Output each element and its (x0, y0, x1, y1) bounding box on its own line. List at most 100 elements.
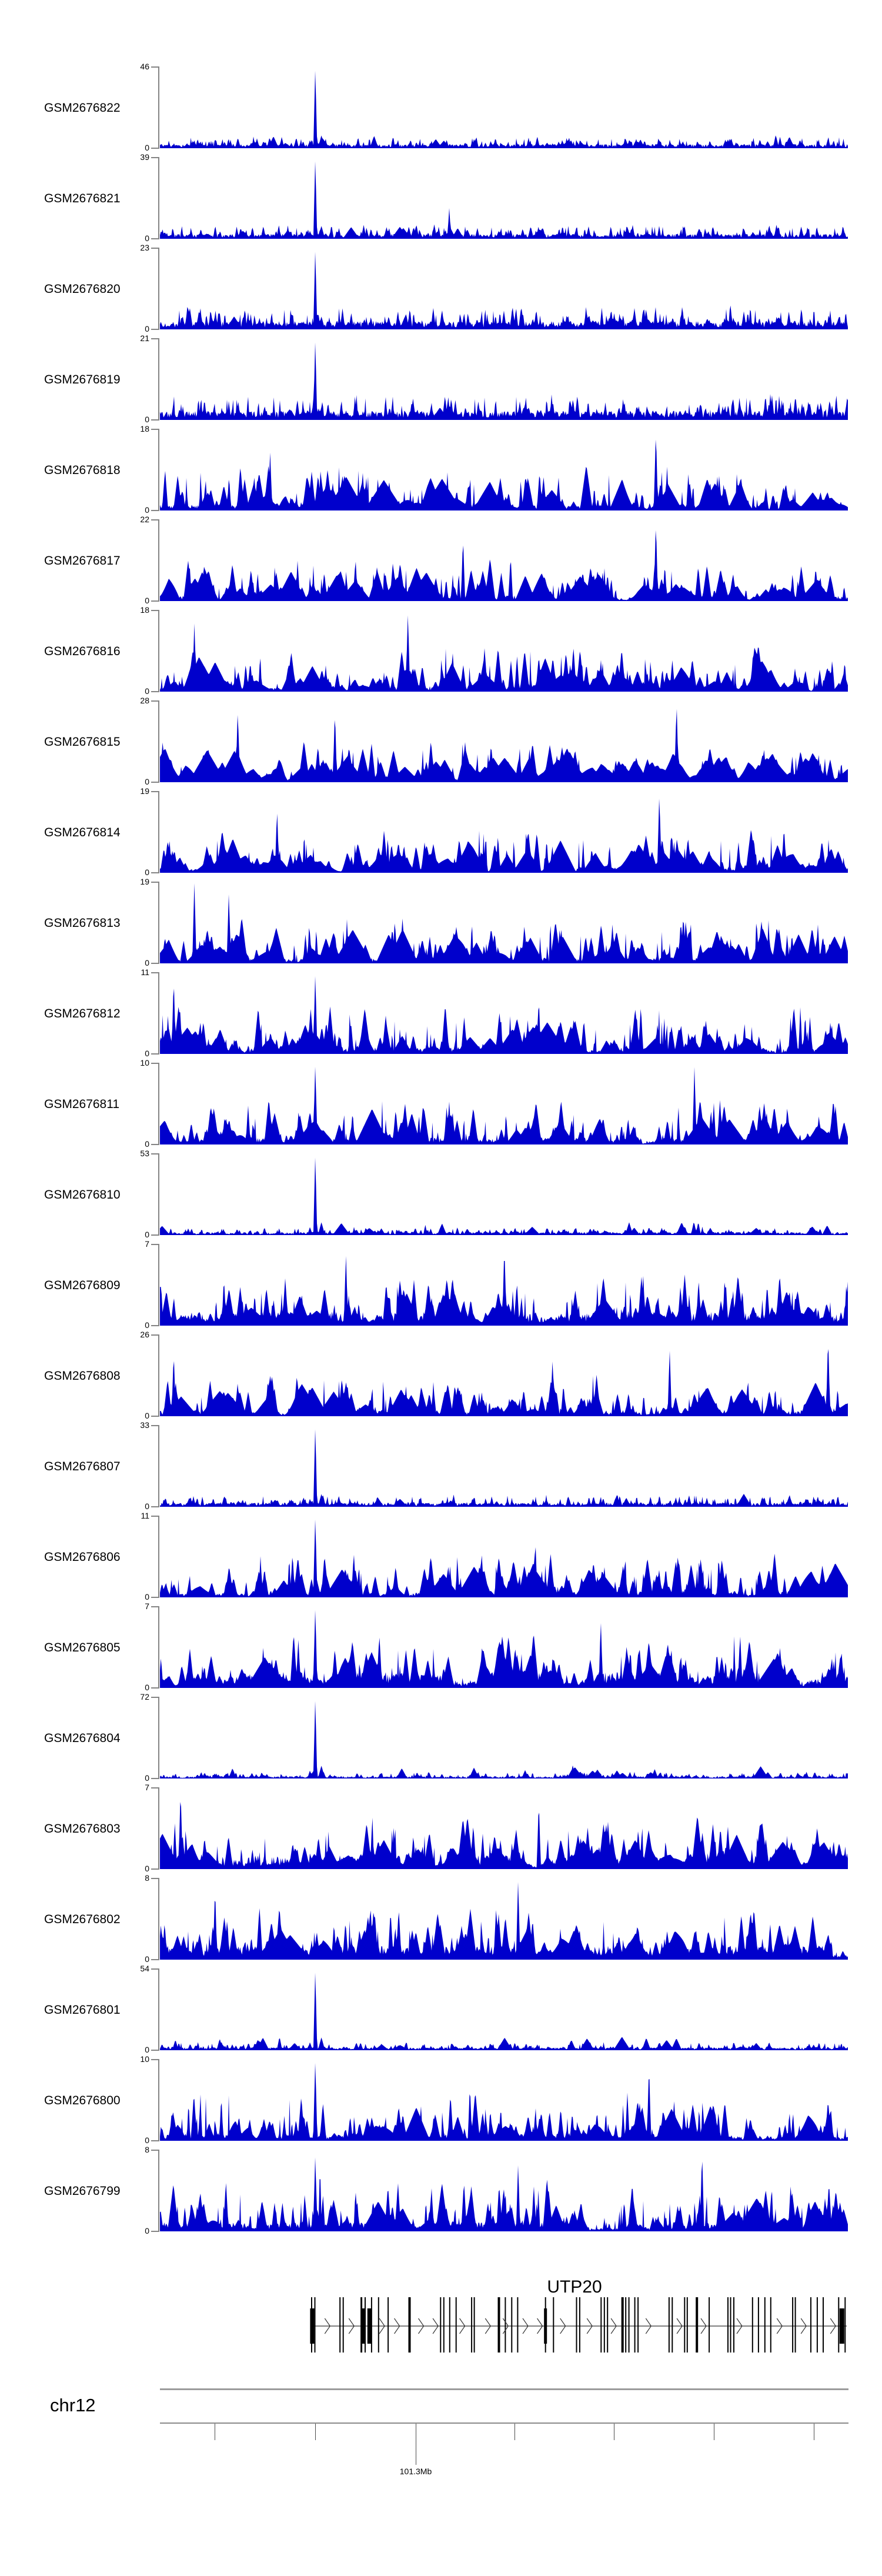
y-axis-max-value: 72 (140, 1692, 149, 1701)
gene-exon (628, 2297, 630, 2353)
y-axis-tick-max (151, 429, 158, 430)
y-axis-zero-value: 0 (145, 1230, 149, 1239)
gene-exon (757, 2297, 759, 2353)
track-sample-label: GSM2676811 (44, 1097, 120, 1111)
track-sample-label: GSM2676818 (44, 463, 121, 477)
y-axis-zero-value: 0 (145, 1592, 149, 1601)
gene-exon (838, 2297, 840, 2353)
y-axis-tick-max (151, 66, 158, 68)
y-axis-zero-value: 0 (145, 324, 149, 333)
gene-exon (839, 2308, 844, 2344)
coverage-signal (160, 1066, 848, 1144)
track-sample-label: GSM2676814 (44, 825, 121, 839)
gene-exon (844, 2297, 846, 2353)
gene-exon (684, 2297, 686, 2353)
signal-area (160, 252, 848, 329)
strand-arrow-icon (776, 2318, 783, 2334)
y-axis-line (158, 700, 159, 783)
track-sample-label: GSM2676807 (44, 1459, 121, 1473)
track-sample-label: GSM2676816 (44, 644, 121, 658)
position-tick-label: 101.3Mb (399, 2467, 432, 2476)
y-axis-tick-zero (151, 1144, 158, 1145)
y-axis-max-value: 54 (140, 1964, 149, 1973)
y-axis-zero-value: 0 (145, 1683, 149, 1692)
y-axis-zero-value: 0 (145, 1501, 149, 1511)
y-axis-tick-max (151, 882, 158, 883)
y-axis-tick-max (151, 972, 158, 973)
track-sample-label: GSM2676803 (44, 1821, 121, 1836)
gene-exon (553, 2297, 554, 2353)
y-axis-tick-zero (151, 1778, 158, 1779)
y-axis-tick-zero (151, 1868, 158, 1870)
y-axis-zero-value: 0 (145, 1773, 149, 1783)
track-sample-label: GSM2676808 (44, 1369, 121, 1383)
gene-exon (810, 2297, 811, 2353)
coverage-signal (160, 439, 848, 510)
signal-area (160, 1519, 848, 1597)
y-axis-line (158, 882, 159, 964)
y-axis-line (158, 338, 159, 421)
track-sample-label: GSM2676800 (44, 2093, 121, 2107)
gene-exon (637, 2297, 639, 2353)
track-sample-label: GSM2676806 (44, 1550, 121, 1564)
signal-area (160, 799, 848, 873)
y-axis-max-value: 23 (140, 243, 149, 252)
signal-area (160, 1066, 848, 1144)
axis-tick (514, 2424, 515, 2440)
y-axis-zero-value: 0 (145, 143, 149, 152)
axis-tick (315, 2424, 316, 2440)
signal-area (160, 2063, 848, 2141)
y-axis-line (158, 1697, 159, 1779)
gene-exon (370, 2297, 372, 2353)
track-sample-label: GSM2676822 (44, 101, 121, 115)
gene-exon (455, 2297, 457, 2353)
signal-area (160, 161, 848, 239)
y-axis-tick-max (151, 519, 158, 520)
y-axis-line (158, 1334, 159, 1417)
strand-arrow-icon (522, 2318, 529, 2334)
gene-exon (408, 2297, 411, 2353)
y-axis-tick-max (151, 338, 158, 339)
y-axis-tick-zero (151, 872, 158, 873)
track-sample-label: GSM2676805 (44, 1640, 121, 1654)
y-axis-tick-zero (151, 510, 158, 511)
y-axis-tick-zero (151, 419, 158, 421)
coverage-signal (160, 1349, 848, 1416)
gene-exon (764, 2297, 766, 2353)
y-axis-tick-max (151, 248, 158, 249)
gene-exon (686, 2297, 688, 2353)
gene-exon (600, 2297, 602, 2353)
y-axis-zero-value: 0 (145, 233, 149, 243)
y-axis-line (158, 2150, 159, 2232)
gene-exon (443, 2297, 445, 2353)
track-sample-label: GSM2676821 (44, 191, 121, 205)
chromosome-label: chr12 (50, 2395, 96, 2415)
y-axis-tick-max (151, 1878, 158, 1879)
y-axis-zero-value: 0 (145, 867, 149, 877)
y-axis-tick-zero (151, 963, 158, 964)
y-axis-tick-max (151, 1697, 158, 1698)
strand-arrow-icon (502, 2318, 509, 2334)
y-axis-tick-zero (151, 1687, 158, 1689)
gene-exon (709, 2297, 710, 2353)
y-axis-zero-value: 0 (145, 1049, 149, 1058)
y-axis-tick-max (151, 1787, 158, 1788)
coverage-signal (160, 709, 848, 782)
track-sample-label: GSM2676812 (44, 1006, 121, 1020)
y-axis-tick-max (151, 2150, 158, 2151)
gene-exon (511, 2297, 513, 2353)
signal-area (160, 1157, 848, 1235)
y-axis-max-value: 53 (140, 1149, 149, 1158)
y-axis-tick-max (151, 1516, 158, 1517)
gene-exon (751, 2297, 753, 2353)
y-axis-tick-zero (151, 782, 158, 783)
coverage-signal (160, 1973, 848, 2050)
y-axis-tick-zero (151, 238, 158, 239)
y-axis-max-value: 28 (140, 696, 149, 705)
gene-exon (505, 2297, 506, 2353)
strand-arrow-icon (459, 2318, 466, 2334)
gene-exon (471, 2297, 473, 2353)
coverage-signal (160, 2063, 848, 2141)
y-axis-max-value: 33 (140, 1420, 149, 1430)
